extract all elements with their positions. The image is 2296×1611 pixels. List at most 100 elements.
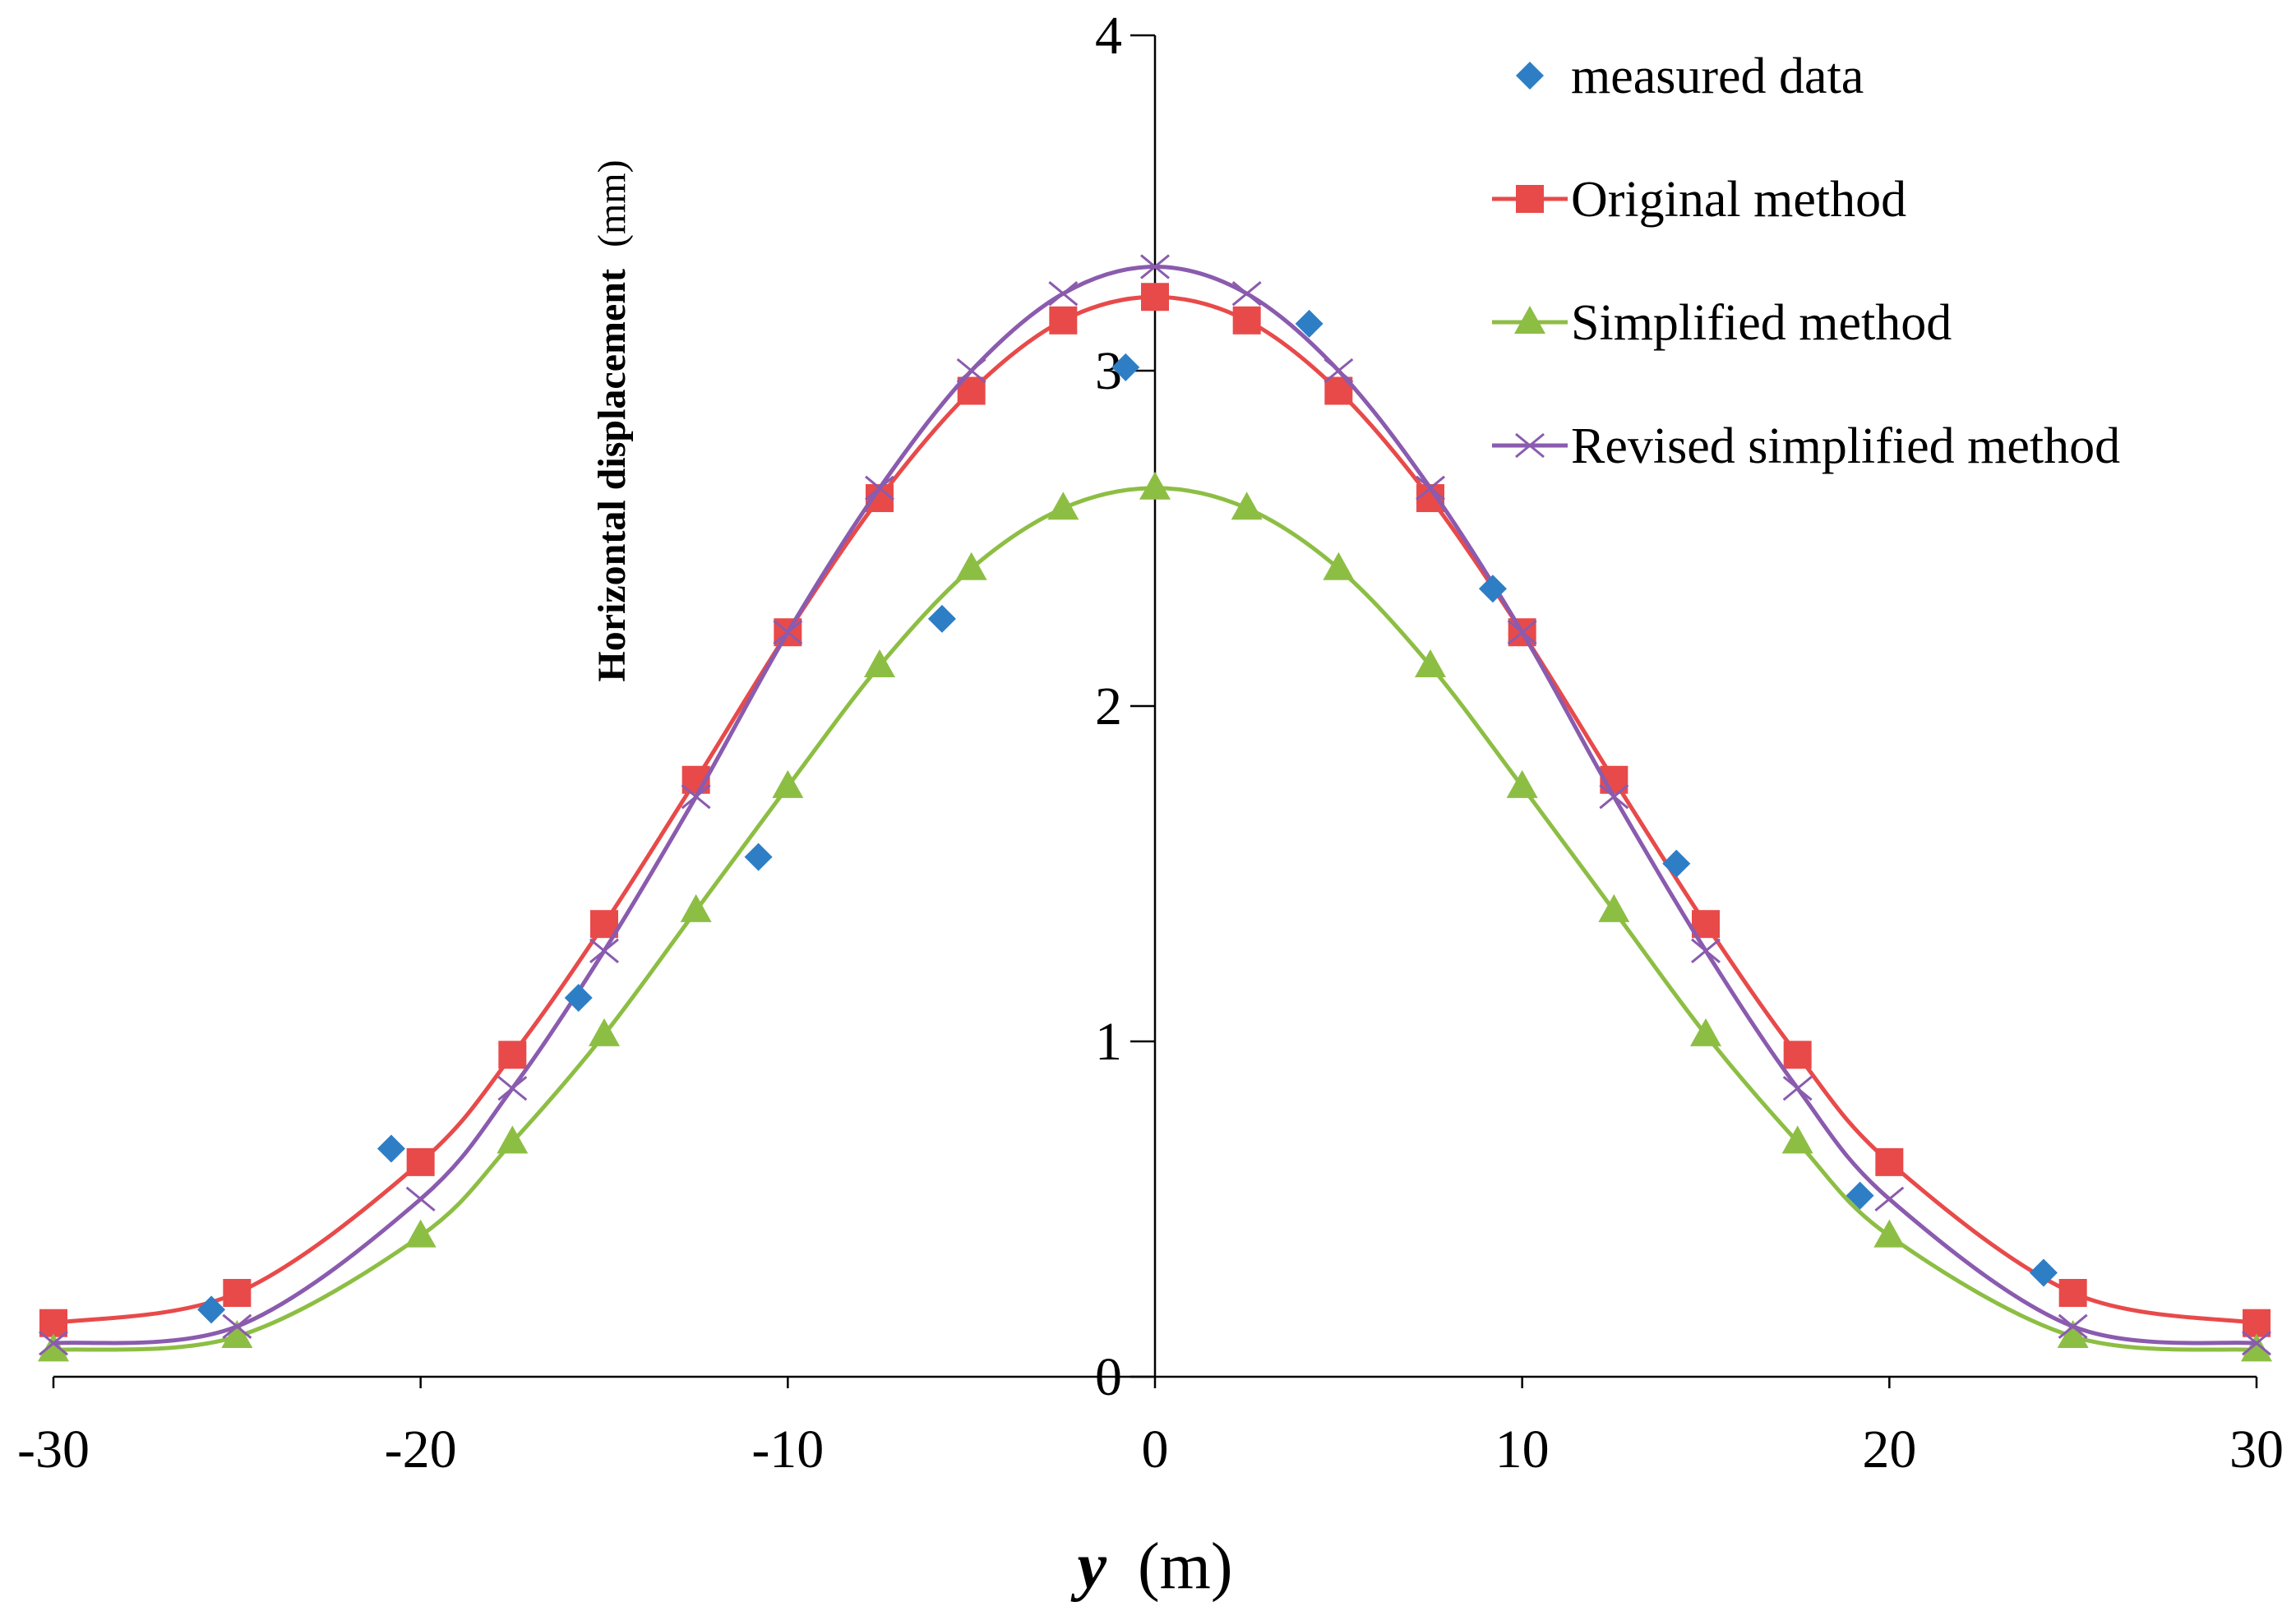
x-axis-label-variable: y	[1069, 1530, 1106, 1603]
legend-marker-swatch	[1514, 306, 1545, 334]
legend: measured data Original method Simplified m…	[1492, 48, 2120, 474]
measured-data-point	[197, 1295, 226, 1324]
x-marker-stroke	[773, 620, 803, 645]
revised-simplified-method-point	[497, 1075, 528, 1101]
simplified-method-point	[1506, 769, 1538, 798]
revised-simplified-method-point	[1140, 254, 1170, 279]
measured-data-point	[1478, 575, 1507, 603]
x-tick-label: 10	[1495, 1419, 1550, 1479]
x-marker-stroke	[865, 475, 894, 501]
legend-marker-swatch	[1516, 185, 1544, 213]
y-tick-label: 4	[1095, 6, 1122, 66]
revised-simplified-method-point	[681, 784, 711, 810]
x-tick-label: -30	[17, 1419, 90, 1479]
simplified-method-point	[864, 649, 895, 678]
y-tick-label: 2	[1095, 676, 1122, 736]
x-marker-stroke	[1515, 432, 1545, 459]
simplified-method-point	[1231, 492, 1263, 520]
revised-simplified-method-point	[1599, 784, 1629, 810]
x-marker-stroke	[1507, 620, 1537, 645]
simplified-method-point	[404, 1219, 437, 1248]
x-axis-label: y (m)	[1069, 1530, 1232, 1603]
y-tick-label: 1	[1095, 1012, 1122, 1072]
revised-simplified-method-point	[589, 938, 619, 963]
original-method-point	[223, 1279, 252, 1307]
x-marker-stroke	[589, 938, 619, 963]
series-layer	[38, 254, 2272, 1362]
measured-data-point	[927, 604, 956, 633]
x-marker-stroke	[1874, 1186, 1905, 1212]
x-marker-stroke	[222, 1313, 252, 1339]
x-tick-label: 0	[1142, 1419, 1169, 1479]
simplified-method-point	[1781, 1125, 1813, 1154]
revised-simplified-method-point	[2242, 1331, 2271, 1356]
revised-simplified-method-point	[1048, 281, 1079, 307]
legend-marker-swatch	[1515, 432, 1545, 459]
x-marker-stroke	[2242, 1331, 2271, 1356]
series-original-method	[39, 283, 2271, 1337]
measured-data-point	[2029, 1258, 2058, 1287]
original-method-point	[1141, 283, 1169, 312]
measured-data-point	[744, 842, 773, 871]
legend-marker-swatch	[1516, 62, 1544, 90]
legend-item-measured-data: measured data	[1516, 48, 1864, 104]
x-marker-stroke	[1048, 281, 1079, 307]
y-axis-label-unit: (mm)	[590, 159, 634, 247]
original-method-point	[1783, 1041, 1812, 1069]
revised-simplified-method-point	[1874, 1186, 1905, 1212]
original-method-point	[406, 1147, 435, 1176]
revised-simplified-method-point	[1324, 358, 1354, 384]
simplified-method-point	[1598, 893, 1630, 922]
simplified-method-point	[1139, 471, 1171, 500]
legend-item-revised-simplified-method: Revised simplified method	[1492, 418, 2120, 474]
simplified-method-point	[2241, 1333, 2272, 1362]
simplified-method-point	[2057, 1320, 2089, 1349]
x-tick-label: -20	[385, 1419, 457, 1479]
x-marker-stroke	[405, 1186, 436, 1212]
legend-item-original-method: Original method	[1492, 172, 1906, 228]
x-marker-stroke	[1416, 475, 1445, 501]
x-marker-stroke	[681, 784, 711, 810]
revised-simplified-method-point	[1691, 938, 1721, 963]
original-method-point	[498, 1041, 527, 1069]
revised-simplified-method-point	[1507, 620, 1537, 645]
x-marker-stroke	[497, 1075, 528, 1101]
series-revised-simplified-method	[39, 254, 2271, 1356]
measured-data-point	[1662, 849, 1691, 878]
simplified-method-point	[589, 1018, 620, 1046]
series-measured-data	[197, 309, 2058, 1324]
x-marker-stroke	[1599, 784, 1629, 810]
original-method-point	[1875, 1147, 1904, 1176]
original-method-point	[1232, 306, 1261, 335]
original-method-point	[1049, 306, 1078, 335]
original-method-point	[39, 1309, 67, 1337]
legend-item-simplified-method: Simplified method	[1492, 295, 1952, 351]
y-tick-label: 0	[1095, 1347, 1122, 1407]
revised-simplified-method-point	[1416, 475, 1445, 501]
revised-simplified-method-point	[773, 620, 803, 645]
measured-data-point	[1295, 309, 1324, 338]
revised-simplified-method-point	[865, 475, 894, 501]
legend-label: Original method	[1571, 172, 1906, 228]
y-axis-label-text: Horizontal displacement	[590, 269, 634, 682]
x-marker-stroke	[1691, 938, 1721, 963]
revised-simplified-method-point	[2058, 1313, 2088, 1339]
simplified-method-point	[497, 1125, 529, 1154]
series-simplified-method	[38, 471, 2272, 1362]
revised-simplified-method-point	[39, 1331, 68, 1356]
simplified-method-point	[955, 552, 987, 580]
x-marker-stroke	[956, 358, 986, 384]
x-marker-stroke	[1782, 1075, 1813, 1101]
simplified-method-point	[1323, 552, 1355, 580]
simplified-method-point	[1047, 492, 1079, 520]
x-tick-label: 20	[1862, 1419, 1916, 1479]
revised-simplified-method-point	[405, 1186, 436, 1212]
simplified-method-point	[772, 769, 804, 798]
simplified-method-point	[1690, 1018, 1721, 1046]
original-method-point	[2243, 1309, 2271, 1337]
revised-simplified-method-point	[1231, 281, 1262, 307]
legend-label: Revised simplified method	[1571, 418, 2120, 474]
simplified-method-point	[680, 893, 712, 922]
